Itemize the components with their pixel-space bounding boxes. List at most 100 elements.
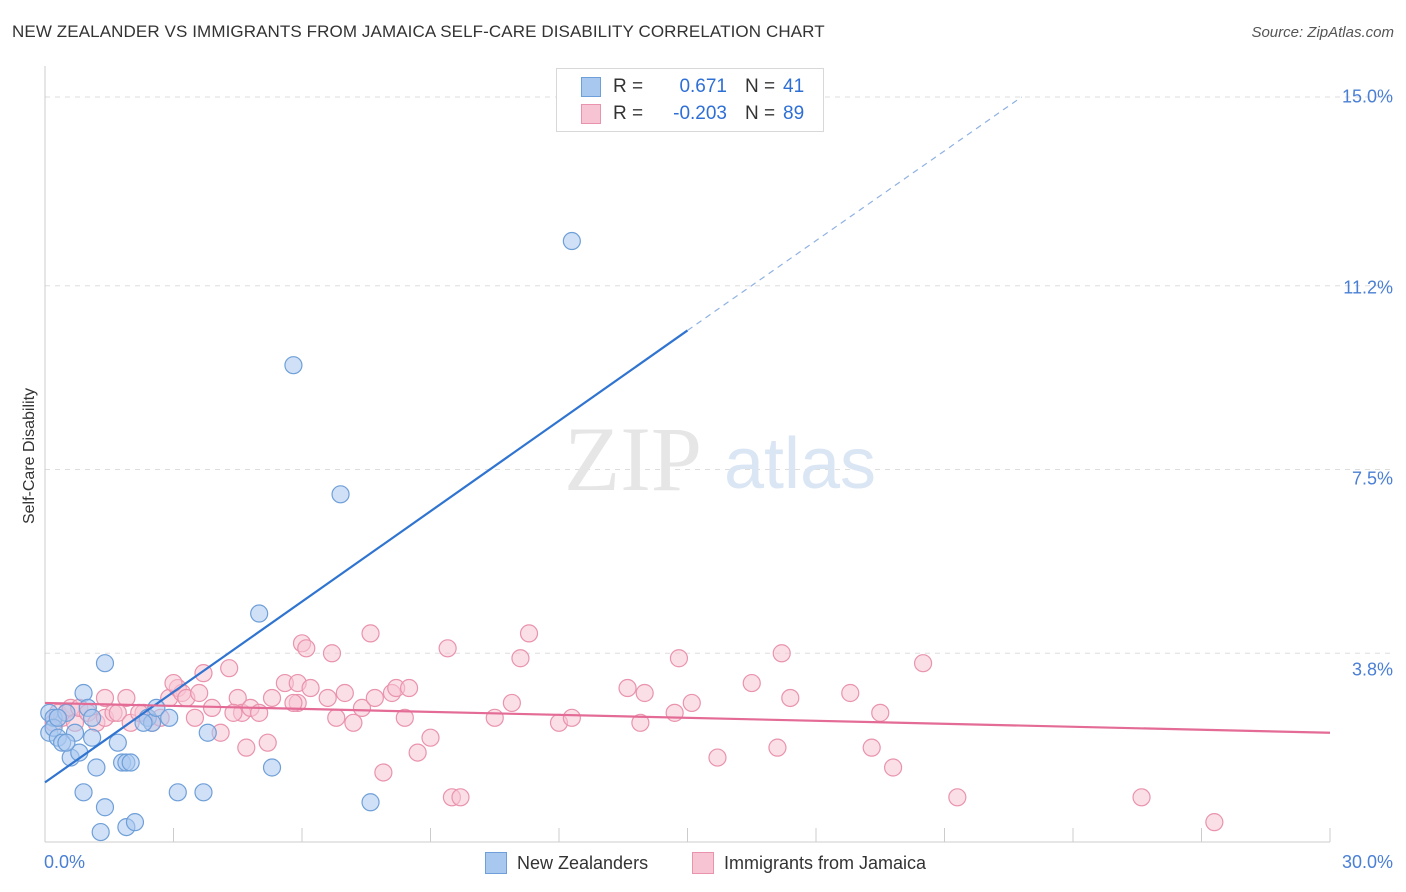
jamaica-point — [262, 688, 282, 708]
jamaica-point — [502, 693, 521, 713]
jamaica-point — [335, 683, 354, 703]
jamaica-point — [361, 624, 380, 643]
jamaica-point — [948, 788, 967, 807]
new-zealander-point — [87, 758, 106, 777]
y-tick-3-8: 3.8% — [1351, 659, 1393, 680]
jamaica-point — [224, 703, 243, 722]
jamaica-point — [352, 698, 372, 718]
legend-n-value: 89 — [783, 103, 805, 124]
jamaica-point — [913, 654, 933, 673]
bottom-legend-swatch-pink — [692, 852, 714, 874]
jamaica-point — [708, 748, 727, 767]
jamaica-point — [742, 673, 761, 693]
jamaica-point — [1132, 788, 1151, 807]
new-zealander-point — [147, 698, 166, 718]
new-zealander-point — [95, 654, 115, 673]
trend-line-new-zealanders — [44, 329, 689, 784]
new-zealander-point — [83, 708, 102, 727]
series-jamaica-points — [44, 624, 1224, 832]
legend-n-label: N = — [745, 103, 776, 124]
jamaica-point — [237, 738, 256, 757]
new-zealander-point — [91, 822, 110, 842]
new-zealander-point — [194, 783, 213, 802]
new-zealander-point — [48, 708, 67, 727]
bottom-legend-label: New Zealanders — [517, 852, 649, 873]
new-zealander-point — [361, 793, 380, 812]
series-new-zealanders-points — [40, 231, 581, 842]
y-tick-7-5: 7.5% — [1351, 468, 1393, 489]
jamaica-point — [220, 659, 239, 678]
jamaica-point — [301, 678, 320, 698]
bottom-legend-label: Immigrants from Jamaica — [724, 852, 927, 873]
jamaica-point — [768, 738, 787, 757]
grid-lines — [45, 96, 1395, 654]
jamaica-point — [665, 703, 684, 722]
jamaica-point — [883, 758, 903, 777]
legend-row-new-zealanders: R = 0.671 N = 41 — [581, 75, 804, 99]
new-zealander-point — [168, 783, 187, 802]
bottom-legend-new-zealanders: New Zealanders — [485, 852, 648, 874]
new-zealander-point — [57, 733, 76, 752]
legend-r-value: 0.671 — [679, 76, 727, 97]
trend-lines — [44, 96, 1331, 784]
legend-r-label: R = — [613, 76, 644, 97]
legend-n-label: N = — [745, 76, 776, 97]
jamaica-point — [682, 693, 701, 713]
trend-line-jamaica — [44, 701, 1331, 734]
new-zealander-point — [250, 604, 269, 623]
bottom-legend-swatch-blue — [485, 852, 507, 874]
jamaica-point — [421, 728, 440, 747]
jamaica-point — [631, 713, 650, 732]
jamaica-point — [344, 713, 363, 732]
jamaica-point — [322, 644, 342, 663]
jamaica-point — [284, 693, 303, 713]
jamaica-point — [871, 703, 890, 722]
jamaica-point — [635, 683, 654, 703]
new-zealander-point — [121, 753, 140, 772]
new-zealander-point — [125, 813, 145, 832]
jamaica-point — [562, 708, 581, 727]
watermark: ZIP atlas — [564, 408, 876, 510]
new-zealander-point — [95, 798, 115, 817]
jamaica-point — [95, 688, 115, 708]
jamaica-point — [327, 708, 346, 727]
jamaica-point — [258, 733, 277, 752]
jamaica-point — [862, 738, 881, 757]
new-zealander-point — [108, 733, 127, 752]
new-zealander-point — [262, 758, 282, 777]
jamaica-point — [772, 644, 791, 663]
jamaica-point — [511, 649, 530, 668]
legend-r-label: R = — [613, 103, 644, 124]
y-tick-15: 15.0% — [1341, 86, 1393, 107]
jamaica-point — [395, 708, 414, 727]
x-tick-min: 0.0% — [44, 852, 86, 872]
jamaica-point — [841, 683, 860, 703]
x-tick-max: 30.0% — [1341, 852, 1393, 872]
source-label: Source: ZipAtlas.com — [1251, 24, 1394, 41]
jamaica-point — [297, 639, 316, 658]
jamaica-point — [1205, 813, 1224, 832]
jamaica-point — [190, 683, 209, 703]
legend-swatch-blue — [581, 77, 601, 97]
jamaica-point — [485, 708, 504, 727]
new-zealander-point — [160, 708, 179, 727]
jamaica-point — [117, 688, 136, 708]
jamaica-point — [618, 678, 637, 698]
jamaica-point — [669, 649, 689, 668]
legend-row-jamaica: R = -0.203 N = 89 — [581, 102, 804, 126]
new-zealander-point — [284, 356, 303, 375]
jamaica-point — [374, 763, 393, 782]
jamaica-point — [318, 688, 337, 708]
legend-swatch-pink — [581, 104, 601, 124]
legend-r-value: -0.203 — [673, 103, 727, 124]
jamaica-point — [781, 688, 800, 708]
new-zealander-point — [331, 485, 350, 504]
new-zealander-point — [198, 723, 217, 742]
stats-legend: R = 0.671 N = 41 R = -0.203 N = 89 — [556, 68, 824, 132]
trend-line-new-zealanders-extension — [687, 96, 1022, 331]
jamaica-point — [399, 678, 419, 698]
jamaica-point — [451, 788, 470, 807]
jamaica-point — [438, 639, 457, 658]
watermark-atlas: atlas — [724, 424, 876, 504]
chart-title: NEW ZEALANDER VS IMMIGRANTS FROM JAMAICA… — [12, 22, 825, 41]
